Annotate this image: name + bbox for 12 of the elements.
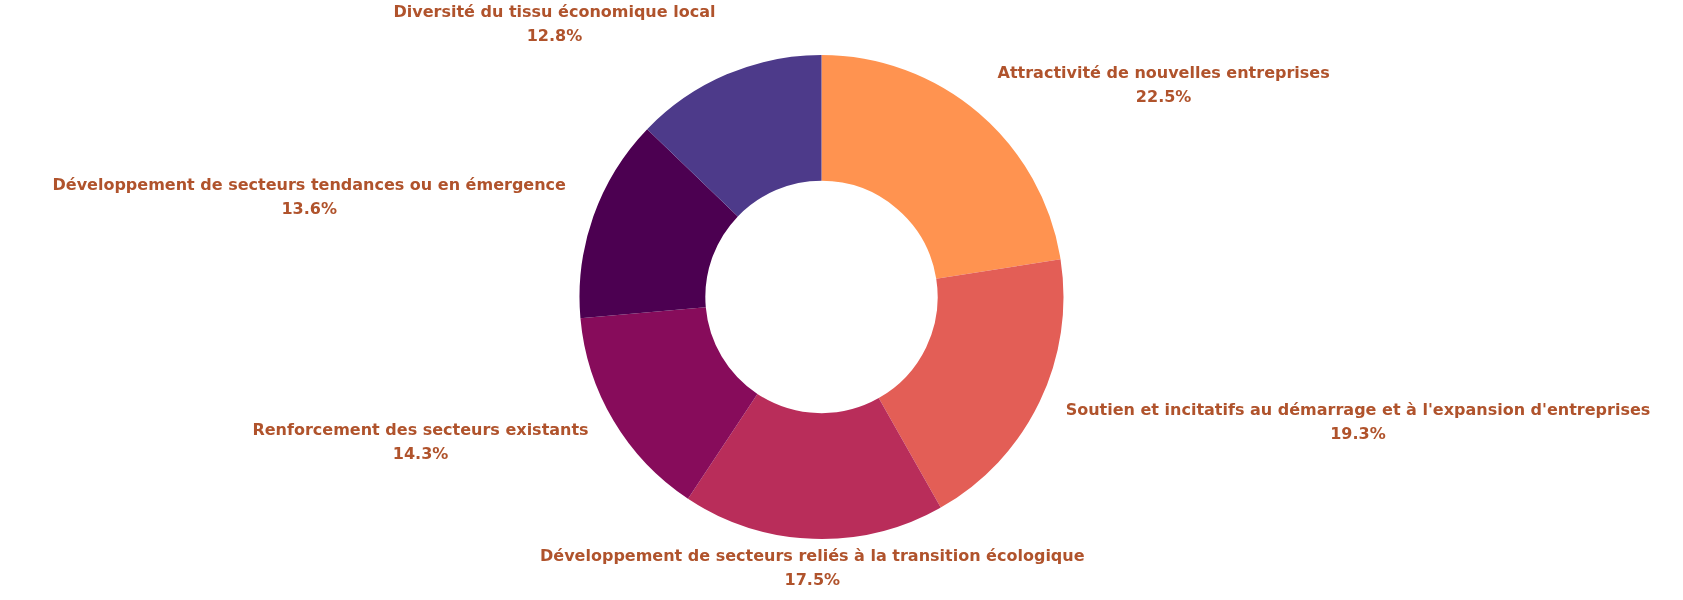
slice-label: Diversité du tissu économique local — [393, 2, 716, 22]
data-label: 19.3% — [1330, 423, 1386, 443]
slice-label: Développement de secteurs reliés à la transition écologique — [540, 546, 1085, 566]
data-label: 22.5% — [1135, 87, 1192, 107]
data-label: 17.5% — [784, 570, 841, 590]
data-label: 12.8% — [526, 26, 583, 46]
data-label: 13.6% — [281, 199, 337, 219]
slice-label: Soutien et incitatifs au démarrage et à l'expansion d'entreprises — [1065, 399, 1651, 419]
data-label: 14.3% — [392, 443, 449, 463]
slice-label: Attractivité de nouvelles entreprises — [997, 63, 1330, 83]
slice-label: Développement de secteurs tendances ou en émergence — [52, 175, 567, 195]
slice-label: Renforcement des secteurs existants — [252, 419, 589, 439]
